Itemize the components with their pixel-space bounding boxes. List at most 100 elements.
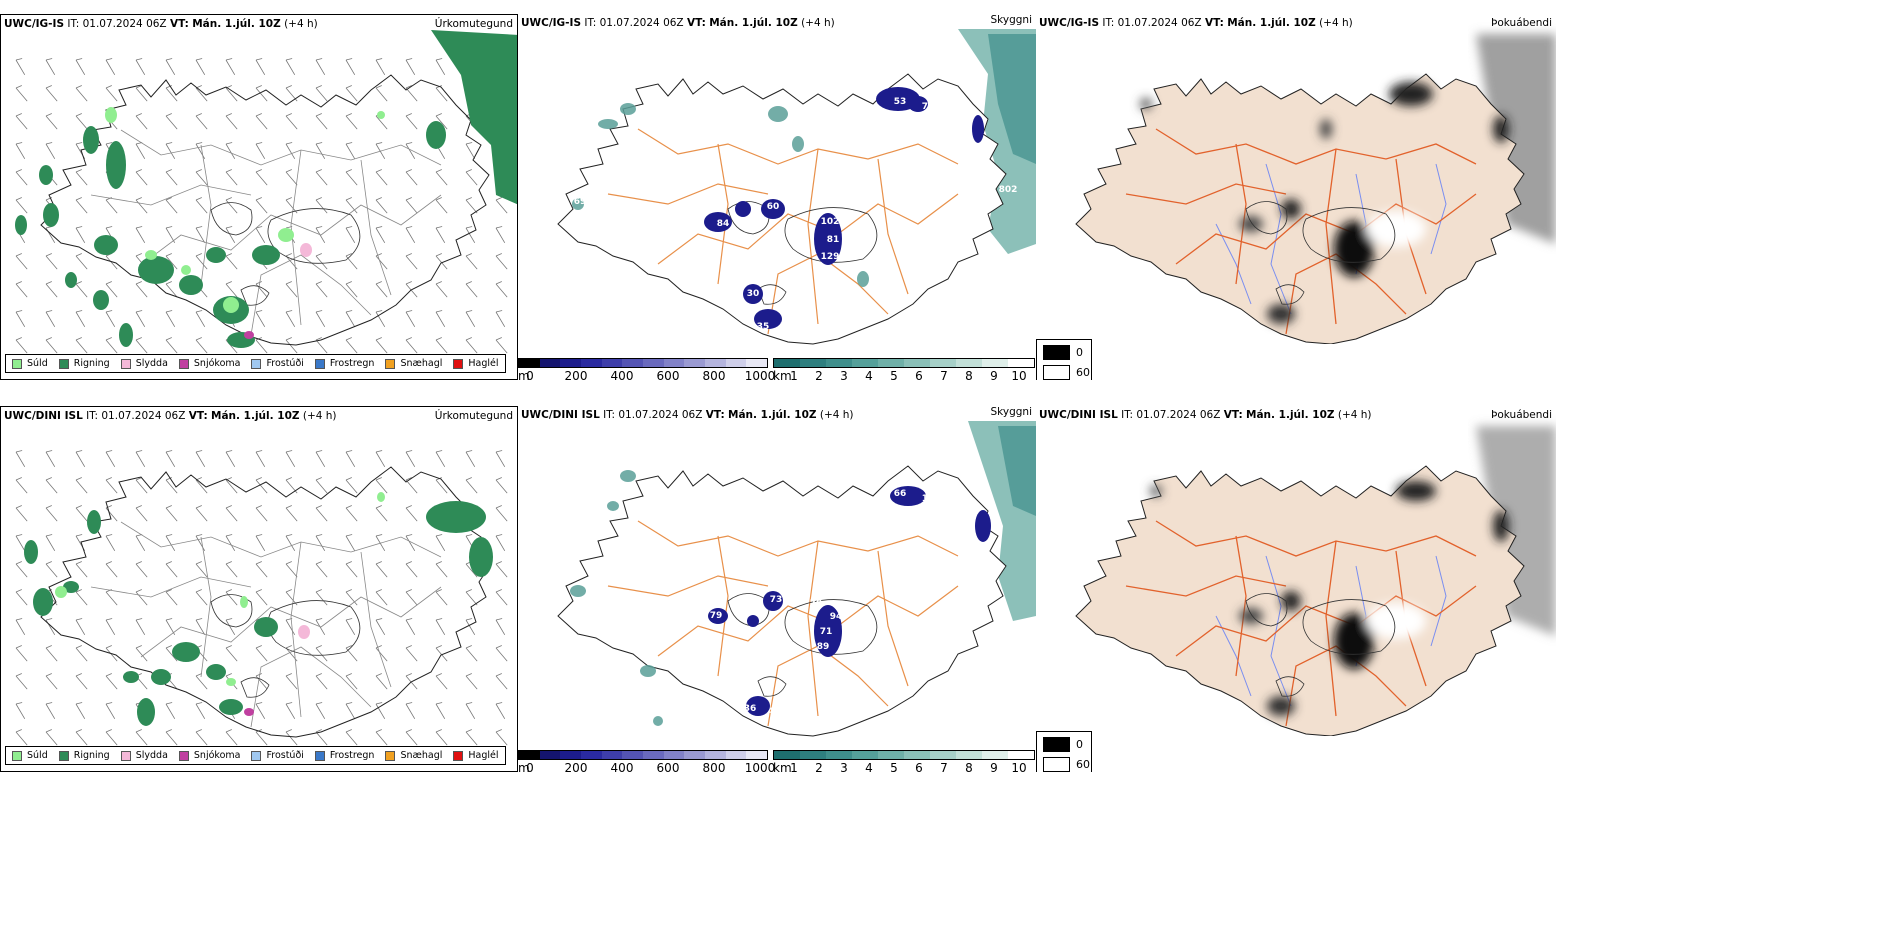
colorbar-tick-label: 2: [815, 761, 823, 772]
precip-map: [15, 450, 508, 746]
wind-barb: [315, 645, 328, 662]
wind-barb: [135, 281, 148, 298]
colorbar-tick-label: 6: [915, 761, 923, 772]
wind-barb: [135, 85, 148, 102]
precip-legend-swatch: [178, 750, 189, 761]
wind-barb: [465, 197, 478, 214]
wind-barb: [255, 534, 266, 552]
drizzle-areas: [105, 107, 385, 313]
wind-barb: [345, 618, 356, 636]
wind-barb: [375, 450, 386, 468]
fog-map: [1075, 426, 1556, 736]
wind-barb: [345, 561, 358, 578]
wind-barb: [375, 281, 388, 298]
wind-barb: [375, 702, 386, 720]
wind-barb: [315, 505, 328, 522]
wind-barb: [405, 618, 416, 636]
panel-variable-name: Þokuábendi: [1491, 409, 1552, 421]
wind-barb: [135, 618, 146, 636]
wind-barb: [285, 505, 298, 522]
precip-legend-label: Slydda: [135, 750, 168, 761]
precip-legend-item: Snæhagl: [385, 358, 442, 369]
colorbar-segment: [956, 751, 982, 759]
precip-legend-label: Súld: [27, 358, 48, 369]
elevation-colorbar: m 0 200 400 600 800 1000: [518, 750, 775, 772]
wind-barb: [495, 450, 506, 468]
wind-barb: [15, 281, 28, 298]
wind-barb: [225, 561, 238, 578]
wind-barb: [45, 337, 58, 354]
wind-barb: [225, 226, 236, 244]
fog-legend: 0 60: [1036, 339, 1092, 380]
wind-barb: [75, 702, 86, 720]
visibility-value-label: 73: [770, 595, 783, 605]
wind-barb: [15, 310, 26, 328]
wind-barb: [195, 253, 208, 270]
colorbar-segment: [774, 359, 800, 367]
wind-barb: [135, 197, 148, 214]
wind-barb: [435, 113, 448, 130]
visibility-value-label: 10: [922, 494, 935, 504]
wind-barb: [315, 729, 328, 746]
wind-barb: [255, 197, 268, 214]
wind-barb: [15, 169, 28, 186]
wind-barb: [45, 113, 58, 130]
colorbar-segment: [800, 359, 826, 367]
colorbar-segment: [1008, 751, 1034, 759]
precip-legend-item: Rigning: [58, 358, 110, 369]
wind-barb: [15, 450, 26, 468]
wind-barb: [405, 477, 418, 494]
wind-barb: [225, 729, 238, 746]
colorbar-segment: [705, 751, 726, 759]
wind-barb: [315, 253, 328, 270]
visibility-value-label: 79: [710, 611, 723, 621]
wind-barb: [195, 534, 206, 552]
sleet-areas: [300, 243, 312, 257]
wind-barb: [45, 673, 58, 690]
wind-barb: [315, 310, 326, 328]
visibility-value-label: 50: [780, 322, 793, 332]
wind-barb: [375, 477, 388, 494]
elevation-colorbar: m 0 200 400 600 800 1000: [518, 358, 775, 380]
colorbar-tick-label: 7: [940, 369, 948, 380]
wind-barb: [285, 477, 298, 494]
wind-barb: [105, 85, 118, 102]
snow-areas: [244, 708, 254, 716]
wind-barb: [375, 645, 388, 662]
fog-map: [1075, 34, 1556, 344]
wind-barb: [495, 281, 508, 298]
wind-barb: [405, 253, 418, 270]
wind-barb: [45, 477, 58, 494]
colorbar-tick-label: 5: [890, 369, 898, 380]
wind-barb: [285, 561, 298, 578]
colorbar-segment: [878, 359, 904, 367]
visibility-value-label: 49: [747, 305, 760, 315]
precip-legend-label: Haglél: [468, 750, 499, 761]
wind-barb: [195, 729, 208, 746]
wind-barb: [285, 534, 296, 552]
wind-barb: [405, 673, 418, 690]
wind-barb: [345, 589, 358, 606]
wind-barb: [105, 477, 118, 494]
wind-barb: [15, 113, 28, 130]
wind-barb: [345, 673, 358, 690]
precip-map: [15, 30, 517, 354]
wind-barb: [15, 729, 28, 746]
wind-barb: [435, 197, 448, 214]
wind-barb: [285, 337, 298, 354]
wind-barb: [465, 142, 476, 160]
wind-barb: [45, 226, 56, 244]
precip-legend-item: Snjókoma: [178, 358, 240, 369]
wind-barb: [165, 645, 178, 662]
wind-barb: [165, 197, 178, 214]
wind-barb: [225, 281, 238, 298]
colorbar-tick-label: 0: [526, 369, 534, 380]
wind-barb: [255, 58, 266, 76]
fog-legend-label-0: 0: [1076, 346, 1083, 359]
precip-legend-item: Frostúði: [251, 358, 304, 369]
colorbar-segment: [684, 359, 706, 367]
precip-legend-label: Snæhagl: [400, 750, 443, 761]
wind-barb: [165, 450, 176, 468]
wind-barb: [165, 337, 178, 354]
wind-barb: [75, 281, 88, 298]
